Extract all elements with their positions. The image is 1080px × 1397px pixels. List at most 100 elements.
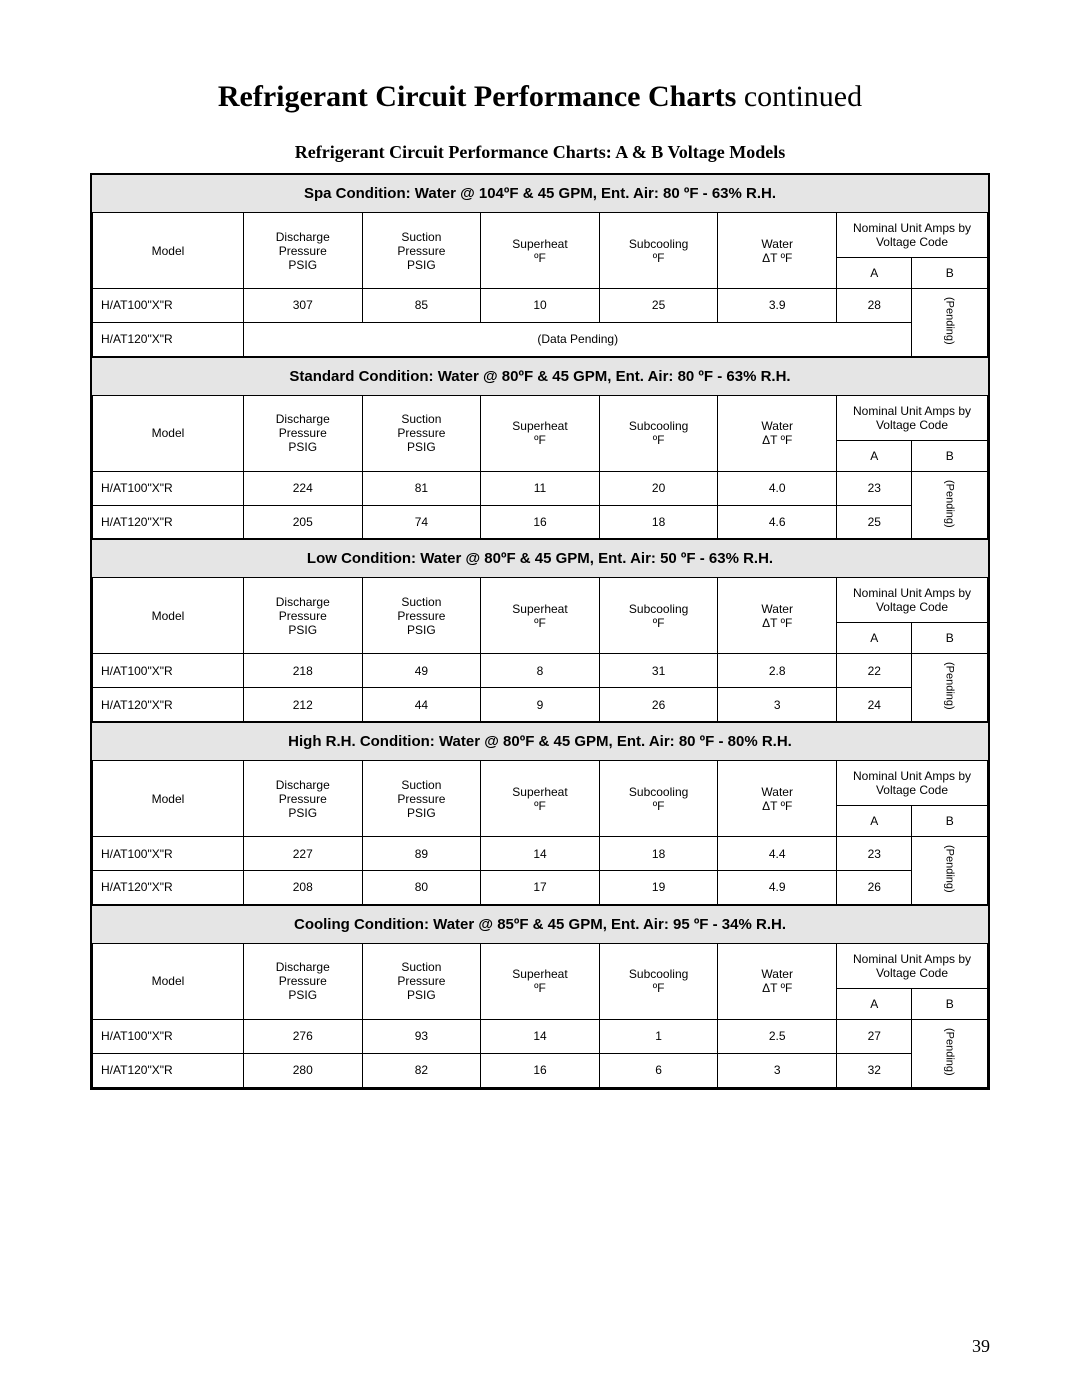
cell-subcooling: 1 — [599, 1019, 718, 1053]
cell-water-dt: 2.8 — [718, 654, 837, 688]
col-subcooling: SubcoolingºF — [599, 395, 718, 471]
cell-model: H/AT120"X"R — [93, 505, 244, 539]
table-header: Model DischargePressurePSIG SuctionPress… — [93, 395, 988, 471]
table-header: Model DischargePressurePSIG SuctionPress… — [93, 578, 988, 654]
cell-superheat: 14 — [481, 837, 600, 871]
col-nominal-amps: Nominal Unit Amps by Voltage Code — [837, 761, 988, 806]
col-water-dt: WaterΔT ºF — [718, 395, 837, 471]
cell-discharge: 276 — [243, 1019, 362, 1053]
data-table: Model DischargePressurePSIG SuctionPress… — [92, 760, 988, 905]
cell-amps-a: 23 — [837, 471, 912, 505]
col-subcooling: SubcoolingºF — [599, 943, 718, 1019]
cell-superheat: 14 — [481, 1019, 600, 1053]
cell-suction: 44 — [362, 688, 481, 722]
cell-amps-a: 32 — [837, 1053, 912, 1087]
cell-subcooling: 18 — [599, 505, 718, 539]
col-model: Model — [93, 943, 244, 1019]
col-b: B — [912, 623, 988, 654]
col-discharge: DischargePressurePSIG — [243, 395, 362, 471]
cell-amps-a: 25 — [837, 505, 912, 539]
data-table: Model DischargePressurePSIG SuctionPress… — [92, 577, 988, 722]
table-row: H/AT100"X"R 307 85 10 25 3.9 28(Pending) — [93, 289, 988, 323]
col-water-dt: WaterΔT ºF — [718, 943, 837, 1019]
col-superheat: SuperheatºF — [481, 761, 600, 837]
col-suction: SuctionPressurePSIG — [362, 213, 481, 289]
table-row: H/AT120"X"R 212 44 9 26 3 24 — [93, 688, 988, 722]
table-header: Model DischargePressurePSIG SuctionPress… — [93, 943, 988, 1019]
col-discharge: DischargePressurePSIG — [243, 213, 362, 289]
cell-amps-a: 24 — [837, 688, 912, 722]
section-title: Standard Condition: Water @ 80ºF & 45 GP… — [92, 357, 988, 395]
cell-discharge: 280 — [243, 1053, 362, 1087]
col-b: B — [912, 988, 988, 1019]
cell-model: H/AT100"X"R — [93, 471, 244, 505]
cell-discharge: 212 — [243, 688, 362, 722]
col-nominal-amps: Nominal Unit Amps by Voltage Code — [837, 395, 988, 440]
col-a: A — [837, 806, 912, 837]
cell-superheat: 11 — [481, 471, 600, 505]
col-superheat: SuperheatºF — [481, 943, 600, 1019]
table-row: H/AT120"X"R (Data Pending) — [93, 322, 988, 356]
cell-pending-row: (Data Pending) — [243, 322, 912, 356]
chart-frame: Spa Condition: Water @ 104ºF & 45 GPM, E… — [90, 173, 990, 1090]
cell-suction: 74 — [362, 505, 481, 539]
cell-suction: 93 — [362, 1019, 481, 1053]
cell-suction: 80 — [362, 870, 481, 904]
cell-amps-a: 23 — [837, 837, 912, 871]
cell-model: H/AT120"X"R — [93, 688, 244, 722]
cell-model: H/AT120"X"R — [93, 1053, 244, 1087]
cell-amps-b-pending: (Pending) — [912, 837, 988, 905]
table-header: Model DischargePressurePSIG SuctionPress… — [93, 761, 988, 837]
col-suction: SuctionPressurePSIG — [362, 943, 481, 1019]
col-a: A — [837, 988, 912, 1019]
col-superheat: SuperheatºF — [481, 395, 600, 471]
cell-suction: 81 — [362, 471, 481, 505]
data-table: Model DischargePressurePSIG SuctionPress… — [92, 395, 988, 540]
cell-subcooling: 19 — [599, 870, 718, 904]
cell-discharge: 205 — [243, 505, 362, 539]
col-water-dt: WaterΔT ºF — [718, 761, 837, 837]
col-subcooling: SubcoolingºF — [599, 761, 718, 837]
cell-model: H/AT120"X"R — [93, 870, 244, 904]
cell-water-dt: 4.4 — [718, 837, 837, 871]
table-header: Model DischargePressurePSIG SuctionPress… — [93, 213, 988, 289]
cell-suction: 82 — [362, 1053, 481, 1087]
cell-water-dt: 3 — [718, 688, 837, 722]
col-discharge: DischargePressurePSIG — [243, 578, 362, 654]
col-water-dt: WaterΔT ºF — [718, 213, 837, 289]
cell-subcooling: 18 — [599, 837, 718, 871]
col-a: A — [837, 258, 912, 289]
cell-water-dt: 3 — [718, 1053, 837, 1087]
col-model: Model — [93, 761, 244, 837]
section-title: High R.H. Condition: Water @ 80ºF & 45 G… — [92, 722, 988, 760]
col-a: A — [837, 623, 912, 654]
cell-subcooling: 20 — [599, 471, 718, 505]
cell-amps-b-pending: (Pending) — [912, 654, 988, 722]
col-model: Model — [93, 395, 244, 471]
col-suction: SuctionPressurePSIG — [362, 761, 481, 837]
data-table: Model DischargePressurePSIG SuctionPress… — [92, 943, 988, 1088]
cell-model: H/AT100"X"R — [93, 289, 244, 323]
cell-amps-a: 27 — [837, 1019, 912, 1053]
col-b: B — [912, 440, 988, 471]
table-row: H/AT120"X"R 205 74 16 18 4.6 25 — [93, 505, 988, 539]
table-row: H/AT100"X"R 224 81 11 20 4.0 23(Pending) — [93, 471, 988, 505]
cell-amps-b-pending: (Pending) — [912, 1019, 988, 1087]
cell-discharge: 227 — [243, 837, 362, 871]
col-b: B — [912, 258, 988, 289]
col-nominal-amps: Nominal Unit Amps by Voltage Code — [837, 943, 988, 988]
cell-amps-b-pending: (Pending) — [912, 289, 988, 357]
table-row: H/AT100"X"R 227 89 14 18 4.4 23(Pending) — [93, 837, 988, 871]
col-water-dt: WaterΔT ºF — [718, 578, 837, 654]
col-nominal-amps: Nominal Unit Amps by Voltage Code — [837, 213, 988, 258]
cell-model: H/AT100"X"R — [93, 1019, 244, 1053]
page-subtitle: Refrigerant Circuit Performance Charts: … — [90, 142, 990, 163]
cell-superheat: 8 — [481, 654, 600, 688]
cell-discharge: 224 — [243, 471, 362, 505]
section-title: Low Condition: Water @ 80ºF & 45 GPM, En… — [92, 539, 988, 577]
col-a: A — [837, 440, 912, 471]
table-row: H/AT100"X"R 218 49 8 31 2.8 22(Pending) — [93, 654, 988, 688]
cell-discharge: 208 — [243, 870, 362, 904]
col-discharge: DischargePressurePSIG — [243, 943, 362, 1019]
col-suction: SuctionPressurePSIG — [362, 578, 481, 654]
